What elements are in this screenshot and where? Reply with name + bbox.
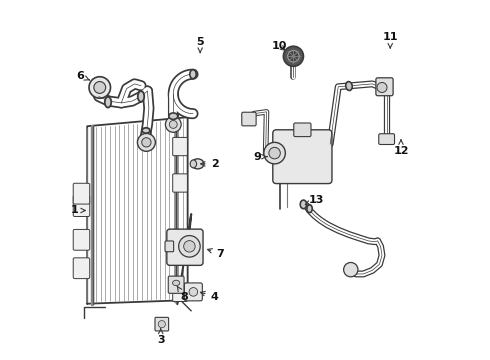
Circle shape [137, 134, 155, 151]
Ellipse shape [192, 159, 204, 169]
Text: 11: 11 [383, 32, 398, 48]
Ellipse shape [300, 200, 307, 209]
FancyBboxPatch shape [73, 183, 90, 204]
Ellipse shape [138, 91, 144, 102]
FancyBboxPatch shape [172, 174, 187, 192]
Circle shape [179, 235, 200, 257]
Text: 1: 1 [71, 206, 85, 216]
Ellipse shape [105, 97, 111, 108]
FancyBboxPatch shape [73, 229, 90, 250]
Circle shape [288, 50, 299, 62]
Text: 13: 13 [305, 195, 324, 205]
FancyBboxPatch shape [172, 283, 187, 301]
FancyBboxPatch shape [168, 276, 184, 293]
Circle shape [94, 82, 106, 93]
Text: 7: 7 [208, 248, 224, 258]
Circle shape [377, 82, 387, 93]
Ellipse shape [190, 70, 196, 79]
Ellipse shape [346, 82, 352, 90]
FancyBboxPatch shape [379, 134, 394, 144]
Circle shape [184, 240, 195, 252]
Text: 6: 6 [76, 71, 89, 81]
Ellipse shape [190, 160, 196, 168]
FancyBboxPatch shape [294, 123, 311, 136]
FancyBboxPatch shape [184, 283, 202, 301]
Ellipse shape [172, 280, 180, 285]
FancyBboxPatch shape [165, 241, 173, 252]
Text: 10: 10 [271, 41, 287, 50]
Text: 2: 2 [200, 159, 219, 169]
Text: 9: 9 [254, 152, 267, 162]
Text: 3: 3 [157, 329, 165, 345]
FancyBboxPatch shape [273, 130, 332, 184]
Circle shape [264, 142, 285, 164]
FancyBboxPatch shape [172, 138, 187, 156]
Circle shape [189, 288, 197, 296]
Circle shape [142, 138, 151, 147]
Text: 4: 4 [200, 292, 219, 302]
FancyBboxPatch shape [73, 196, 90, 216]
Ellipse shape [142, 128, 150, 133]
Circle shape [89, 77, 111, 98]
FancyBboxPatch shape [172, 234, 187, 252]
Circle shape [283, 46, 303, 66]
FancyBboxPatch shape [376, 78, 393, 96]
FancyBboxPatch shape [242, 112, 256, 126]
Circle shape [343, 262, 358, 277]
Circle shape [269, 147, 280, 159]
Text: 5: 5 [196, 37, 204, 53]
FancyBboxPatch shape [155, 318, 169, 331]
Ellipse shape [169, 113, 178, 120]
FancyBboxPatch shape [167, 229, 203, 265]
Circle shape [166, 117, 181, 132]
FancyBboxPatch shape [73, 258, 90, 279]
Text: 8: 8 [177, 286, 188, 302]
Text: 12: 12 [393, 140, 409, 156]
Circle shape [158, 320, 166, 328]
Circle shape [170, 121, 177, 129]
Ellipse shape [307, 205, 312, 213]
